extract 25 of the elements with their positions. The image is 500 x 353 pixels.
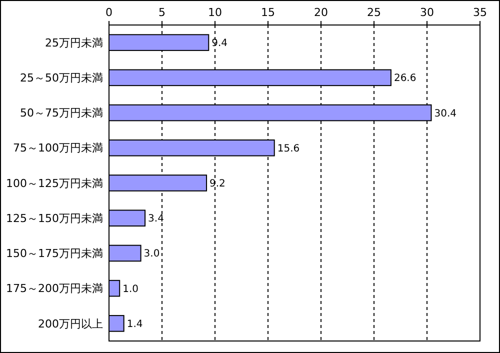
y-tick-label: 200万円以上 [38, 317, 103, 330]
data-label: 3.0 [144, 248, 160, 260]
y-tick-label: 150～175万円未満 [6, 247, 103, 260]
x-tick-label: 5 [158, 6, 166, 19]
y-tick-label: 75～100万円未満 [13, 142, 103, 155]
x-tick-label: 35 [473, 6, 487, 19]
x-tick-label: 10 [208, 6, 222, 19]
y-tick-label: 50～75万円未満 [20, 106, 103, 120]
y-tick-label: 25万円未満 [45, 36, 103, 50]
bar [108, 315, 124, 332]
y-tick-label: 175～200万円未満 [6, 282, 103, 296]
data-label: 26.6 [394, 73, 416, 84]
data-label: 1.0 [122, 284, 139, 295]
y-tick-label: 25～50万円未満 [20, 72, 103, 85]
data-label: 1.4 [126, 318, 143, 330]
data-label: 9.2 [210, 178, 226, 190]
x-tick-label: 30 [420, 6, 434, 19]
x-tick-label: 0 [106, 6, 112, 19]
data-label: 15.6 [277, 143, 300, 154]
y-tick-label: 100～125万円未満 [6, 176, 103, 190]
data-label: 30.4 [434, 108, 457, 120]
y-tick-label: 125～150万円未満 [6, 212, 103, 225]
x-tick-label: 15 [261, 6, 275, 19]
x-tick-label: 25 [367, 6, 381, 19]
x-tick-label: 20 [314, 6, 328, 19]
